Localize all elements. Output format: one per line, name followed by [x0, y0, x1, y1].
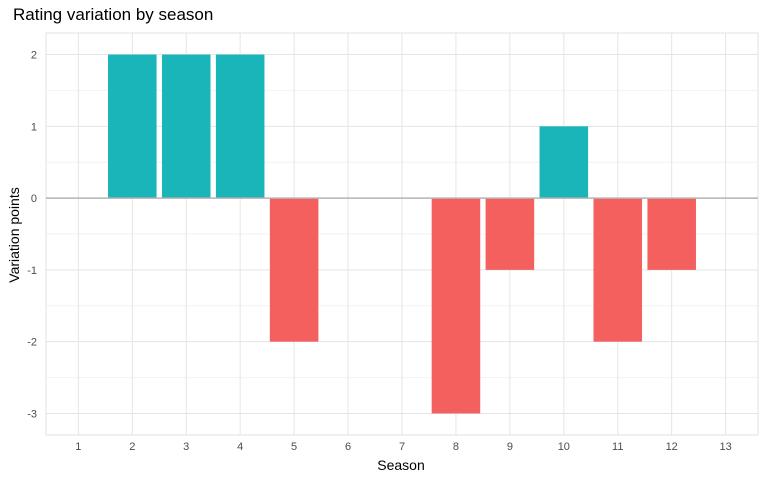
bar-season-9	[485, 198, 535, 270]
x-tick-label: 11	[612, 441, 623, 453]
y-axis-title: Variation points	[6, 187, 22, 282]
panel-border	[45, 32, 759, 436]
y-axis-ticks: -3 -2 -1 0 1 2	[27, 50, 37, 421]
bar-season-8	[431, 198, 481, 414]
bar-season-5	[269, 198, 319, 342]
x-axis-ticks: 1 2 3 4 5 6 7 8 9 10 11 12 13	[75, 441, 731, 453]
bar-season-4	[215, 54, 265, 199]
bar-season-10	[539, 126, 589, 199]
x-tick-label: 8	[453, 441, 459, 453]
y-tick-label: -2	[27, 337, 37, 349]
bar-season-3	[161, 54, 211, 199]
x-tick-label: 4	[237, 441, 243, 453]
y-tick-label: 2	[31, 50, 37, 62]
x-tick-label: 13	[720, 441, 732, 453]
x-tick-label: 3	[183, 441, 189, 453]
bar-season-2	[108, 54, 157, 199]
x-tick-label: 6	[345, 441, 351, 453]
bars	[108, 54, 696, 414]
y-tick-label: -1	[27, 265, 37, 277]
y-tick-label: 0	[31, 193, 37, 205]
x-tick-label: 12	[666, 441, 678, 453]
bar-season-11	[593, 198, 643, 342]
x-tick-label: 1	[75, 441, 81, 453]
x-tick-label: 9	[507, 441, 513, 453]
x-tick-label: 2	[129, 441, 135, 453]
x-tick-label: 10	[558, 441, 570, 453]
y-tick-label: 1	[31, 121, 37, 133]
x-tick-label: 5	[291, 441, 297, 453]
x-tick-label: 7	[399, 441, 405, 453]
x-axis-title: Season	[377, 457, 424, 473]
bar-season-12	[647, 198, 696, 270]
chart-title: Rating variation by season	[13, 5, 214, 24]
y-tick-label: -3	[27, 408, 37, 420]
